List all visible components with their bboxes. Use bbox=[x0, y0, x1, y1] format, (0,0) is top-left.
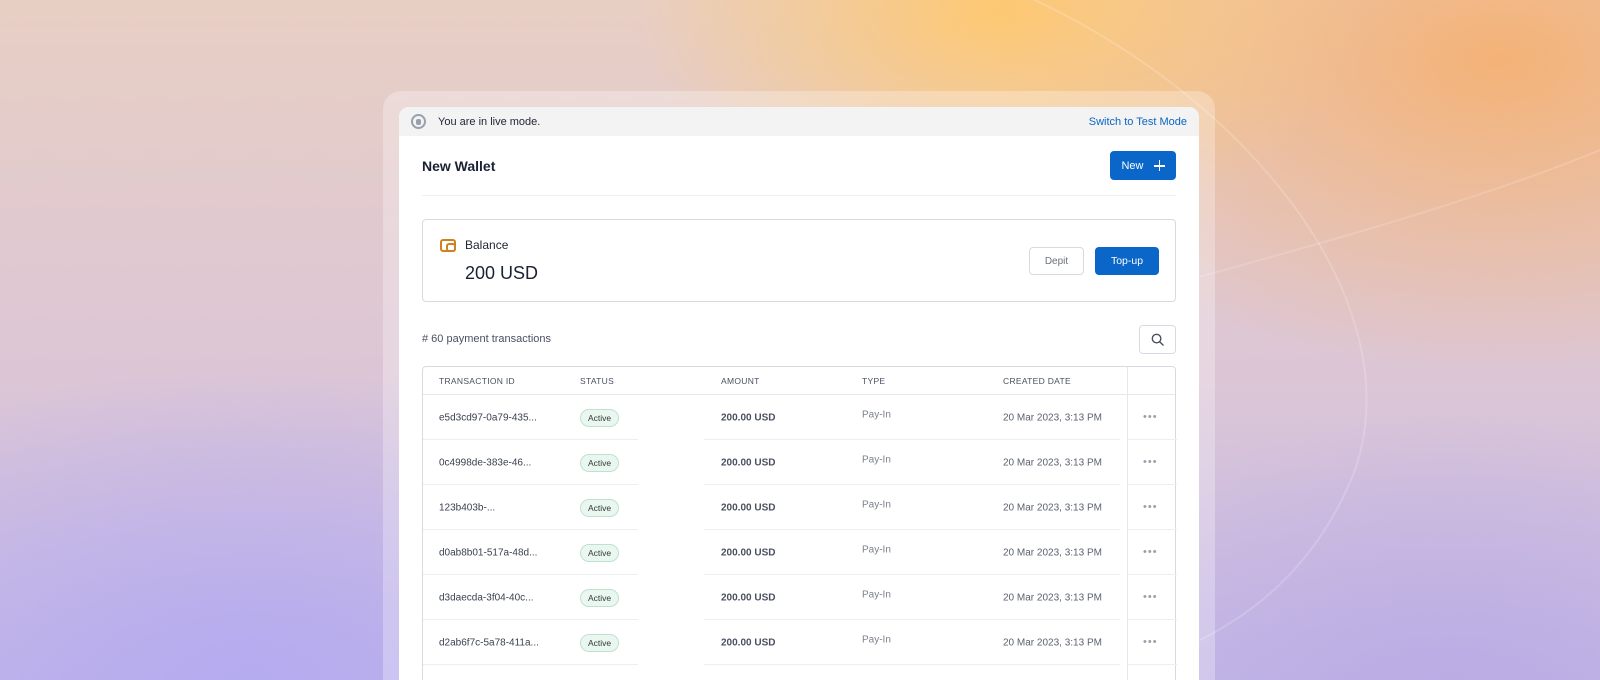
status-badge: Active bbox=[580, 498, 620, 517]
transaction-id: 0c4998de-383e-46... bbox=[439, 457, 532, 468]
status-badge: Active bbox=[580, 543, 620, 562]
status-badge: Active bbox=[580, 588, 620, 607]
column-header-created-date[interactable]: CREATED DATE bbox=[1003, 375, 1071, 386]
column-header-status[interactable]: STATUS bbox=[580, 375, 615, 386]
search-icon bbox=[1151, 333, 1164, 346]
page-title: New Wallet bbox=[422, 157, 496, 174]
amount: 200.00 USD bbox=[721, 502, 776, 513]
type: Pay-In bbox=[862, 409, 891, 421]
created-date: 20 Mar 2023, 3:13 PM bbox=[1003, 637, 1102, 648]
transaction-count: # 60 payment transactions bbox=[422, 333, 552, 345]
actions-column-divider bbox=[1127, 367, 1128, 680]
page-header: New Wallet New bbox=[422, 136, 1176, 196]
type: Pay-In bbox=[862, 454, 891, 466]
table-row[interactable]: d2ab6f7c-5a78-411a... Active 200.00 USD … bbox=[423, 620, 1177, 665]
new-button[interactable]: New bbox=[1110, 151, 1176, 180]
type: Pay-In bbox=[862, 589, 891, 601]
table-row[interactable]: e5d3cd97-0a79-435... Active 200.00 USD P… bbox=[423, 395, 1177, 440]
transaction-id: e5d3cd97-0a79-435... bbox=[439, 412, 537, 423]
created-date: 20 Mar 2023, 3:13 PM bbox=[1003, 547, 1102, 558]
transaction-id: d3daecda-3f04-40c... bbox=[439, 592, 534, 603]
more-horizontal-icon[interactable]: ••• bbox=[1143, 635, 1158, 648]
table-row[interactable]: 0c4998de-383e-46... Active 200.00 USD Pa… bbox=[423, 440, 1177, 485]
table-row[interactable]: 123b403b-... Active 200.00 USD Pay-In 20… bbox=[423, 485, 1177, 530]
transaction-id: 123b403b-... bbox=[439, 502, 496, 513]
amount: 200.00 USD bbox=[721, 457, 776, 468]
more-horizontal-icon[interactable]: ••• bbox=[1143, 590, 1158, 603]
amount: 200.00 USD bbox=[721, 412, 776, 423]
top-up-button[interactable]: Top-up bbox=[1095, 247, 1159, 275]
live-mode-message: You are in live mode. bbox=[438, 115, 541, 128]
balance-label: Balance bbox=[465, 238, 509, 252]
status-badge: Active bbox=[580, 633, 620, 652]
wallet-icon bbox=[440, 239, 456, 252]
type: Pay-In bbox=[862, 634, 891, 646]
info-icon bbox=[411, 114, 426, 129]
status-badge: Active bbox=[580, 408, 620, 427]
amount: 200.00 USD bbox=[721, 637, 776, 648]
plus-icon bbox=[1153, 160, 1165, 171]
type: Pay-In bbox=[862, 499, 891, 511]
amount: 200.00 USD bbox=[721, 592, 776, 603]
status-badge: Active bbox=[580, 453, 620, 472]
column-header-transaction-id[interactable]: TRANSACTION ID bbox=[439, 375, 515, 386]
table-row[interactable]: d0ab8b01-517a-48d... Active 200.00 USD P… bbox=[423, 530, 1177, 575]
table-row[interactable]: d3daecda-3f04-40c... Active 200.00 USD P… bbox=[423, 575, 1177, 620]
transaction-id: d0ab8b01-517a-48d... bbox=[439, 547, 538, 558]
more-horizontal-icon[interactable]: ••• bbox=[1143, 500, 1158, 513]
balance-value: 200 USD bbox=[465, 263, 539, 283]
new-button-label: New bbox=[1121, 159, 1144, 172]
switch-to-test-mode-link[interactable]: Switch to Test Mode bbox=[1088, 115, 1187, 128]
transactions-table: TRANSACTION ID STATUS AMOUNT TYPE CREATE… bbox=[422, 366, 1177, 680]
more-horizontal-icon[interactable]: ••• bbox=[1143, 455, 1158, 468]
wallet-card: You are in live mode. Switch to Test Mod… bbox=[399, 107, 1199, 680]
transaction-id: d2ab6f7c-5a78-411a... bbox=[439, 637, 539, 648]
created-date: 20 Mar 2023, 3:13 PM bbox=[1003, 502, 1102, 513]
balance-card: Balance 200 USD Depit Top-up bbox=[422, 219, 1176, 302]
created-date: 20 Mar 2023, 3:13 PM bbox=[1003, 592, 1102, 603]
more-horizontal-icon[interactable]: ••• bbox=[1143, 545, 1158, 558]
table-header: TRANSACTION ID STATUS AMOUNT TYPE CREATE… bbox=[423, 367, 1175, 395]
debit-button[interactable]: Depit bbox=[1029, 247, 1084, 275]
more-horizontal-icon[interactable]: ••• bbox=[1143, 410, 1158, 423]
amount: 200.00 USD bbox=[721, 547, 776, 558]
type: Pay-In bbox=[862, 544, 891, 556]
live-mode-banner: You are in live mode. Switch to Test Mod… bbox=[399, 107, 1199, 136]
column-header-type[interactable]: TYPE bbox=[862, 375, 886, 386]
column-header-amount[interactable]: AMOUNT bbox=[721, 375, 760, 386]
created-date: 20 Mar 2023, 3:13 PM bbox=[1003, 412, 1102, 423]
search-button[interactable] bbox=[1139, 325, 1176, 354]
created-date: 20 Mar 2023, 3:13 PM bbox=[1003, 457, 1102, 468]
